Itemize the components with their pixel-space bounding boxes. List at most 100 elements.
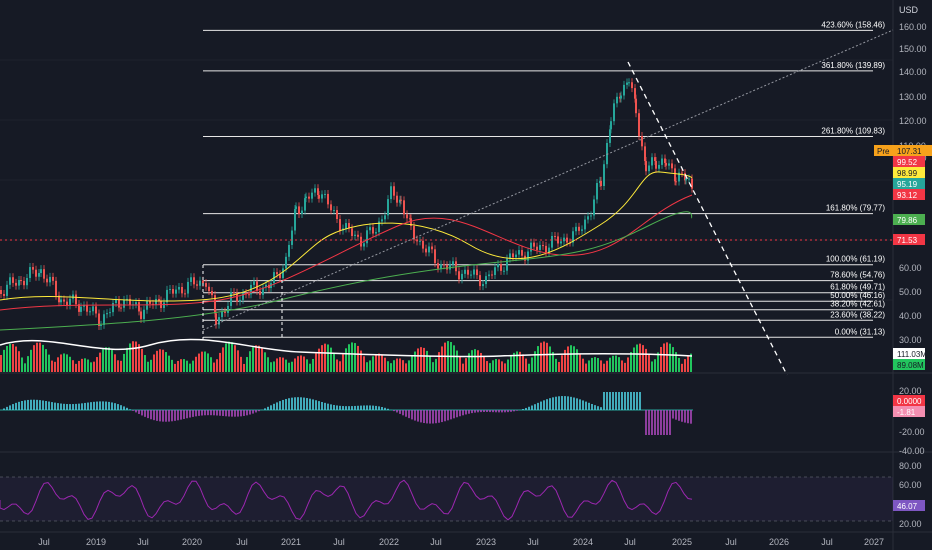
volume-bar bbox=[336, 359, 338, 372]
candle-body bbox=[184, 293, 186, 295]
macd-histogram-bar bbox=[681, 410, 683, 422]
macd-histogram-bar bbox=[381, 407, 383, 410]
volume-bar bbox=[654, 359, 656, 372]
candle-body bbox=[178, 286, 180, 290]
volume-bar bbox=[51, 360, 53, 372]
volume-bar bbox=[171, 359, 173, 372]
macd-histogram-bar bbox=[81, 403, 83, 410]
macd-histogram-bar bbox=[360, 405, 362, 410]
candle-body bbox=[43, 269, 45, 279]
volume-bar bbox=[42, 344, 44, 372]
candle-body bbox=[506, 258, 508, 271]
price-tick-label: 60.00 bbox=[899, 263, 922, 273]
price-tag: 98.99 bbox=[893, 167, 925, 178]
macd-histogram-bar bbox=[201, 410, 203, 416]
price-tick-label: 160.00 bbox=[899, 22, 927, 32]
volume-bar bbox=[612, 355, 614, 372]
macd-histogram-bar bbox=[210, 410, 212, 416]
volume-bar bbox=[576, 349, 578, 372]
candle-body bbox=[215, 313, 217, 325]
volume-bar bbox=[297, 356, 299, 372]
candle-body bbox=[298, 206, 300, 215]
candle-body bbox=[172, 289, 174, 294]
candle-body bbox=[593, 199, 595, 216]
macd-histogram-bar bbox=[468, 410, 470, 414]
volume-bar bbox=[207, 353, 209, 372]
macd-histogram-bar bbox=[510, 410, 512, 412]
fib-level-label: 261.80% (109.83) bbox=[821, 127, 885, 136]
volume-bar bbox=[210, 357, 212, 372]
volume-bar bbox=[285, 359, 287, 372]
volume-bar bbox=[72, 360, 74, 372]
macd-histogram-bar bbox=[270, 405, 272, 410]
macd-histogram-bar bbox=[216, 410, 218, 416]
volume-bar bbox=[66, 354, 68, 372]
volume-bar bbox=[561, 355, 563, 372]
candle-body bbox=[613, 103, 615, 122]
macd-histogram-bar bbox=[354, 405, 356, 410]
volume-bar bbox=[609, 357, 611, 372]
candle-body bbox=[218, 317, 220, 325]
volume-bar bbox=[666, 342, 668, 372]
fibonacci-levels[interactable]: 423.60% (158.46) 361.80% (139.89) 261.80% … bbox=[203, 20, 886, 338]
candle-body bbox=[491, 274, 493, 276]
volume-bar bbox=[387, 361, 389, 372]
time-axis[interactable]: Jul 2019 Jul 2020 Jul 2021 Jul 2022 Jul 2023 Jul 20… bbox=[38, 537, 884, 547]
candle-body bbox=[425, 248, 427, 253]
candle-body bbox=[49, 276, 51, 283]
volume-bar bbox=[615, 355, 617, 372]
macd-histogram-bar bbox=[549, 398, 551, 410]
volume-bar bbox=[156, 350, 158, 372]
price-tag: Pre 107.31 bbox=[874, 145, 932, 156]
macd-histogram-bar bbox=[51, 402, 53, 410]
candle-body bbox=[345, 223, 347, 229]
volume-bar bbox=[498, 359, 500, 372]
macd-histogram-bar bbox=[522, 409, 524, 410]
candle-body bbox=[63, 299, 65, 302]
volume-bar bbox=[600, 360, 602, 372]
candle-body bbox=[129, 298, 131, 306]
price-tag-bg bbox=[893, 167, 925, 178]
trend-line-dotted bbox=[202, 29, 894, 331]
candle-body bbox=[118, 299, 120, 308]
volume-bar bbox=[105, 347, 107, 372]
fib-level-label: 0.00% (31.13) bbox=[835, 327, 886, 336]
macd-histogram-bar bbox=[564, 396, 566, 410]
price-axis[interactable]: 160.00150.00140.00130.00120.00110.00100.… bbox=[874, 22, 932, 529]
candle-body bbox=[458, 271, 460, 280]
volume-bar bbox=[321, 345, 323, 372]
trend-lines[interactable] bbox=[0, 29, 894, 376]
volume-bar bbox=[270, 362, 272, 372]
macd-histogram-bar bbox=[387, 408, 389, 410]
macd-tick-label: -20.00 bbox=[899, 427, 925, 437]
macd-histogram-bar bbox=[114, 403, 116, 410]
macd-histogram-bar bbox=[438, 410, 440, 423]
fib-level-label: 423.60% (158.46) bbox=[821, 20, 885, 29]
candle-body bbox=[190, 277, 192, 282]
candle-body bbox=[485, 276, 487, 285]
currency-label[interactable]: USD bbox=[898, 5, 918, 15]
macd-histogram-bar bbox=[591, 403, 593, 410]
price-tick-label: 130.00 bbox=[899, 92, 927, 102]
macd-histogram-bar bbox=[651, 410, 653, 435]
volume-bar bbox=[312, 358, 314, 372]
price-tick-label: 40.00 bbox=[899, 311, 922, 321]
macd-histogram-bar bbox=[78, 403, 80, 410]
volume-bar bbox=[339, 361, 341, 372]
macd-histogram-bar bbox=[27, 399, 29, 410]
volume-bar bbox=[441, 346, 443, 372]
candle-body bbox=[393, 186, 395, 196]
volume-bar bbox=[225, 343, 227, 372]
volume-bar bbox=[474, 349, 476, 372]
volume-bar bbox=[558, 361, 560, 372]
candle-body bbox=[500, 264, 502, 271]
candle-body bbox=[26, 278, 28, 286]
volume-bar bbox=[318, 348, 320, 372]
candle-body bbox=[169, 289, 171, 291]
macd-histogram-bar bbox=[369, 405, 371, 410]
candle-body bbox=[539, 245, 541, 250]
price-tag-prefix: Pre bbox=[877, 147, 890, 156]
candle-body bbox=[135, 302, 137, 305]
macd-histogram-bar bbox=[123, 406, 125, 410]
